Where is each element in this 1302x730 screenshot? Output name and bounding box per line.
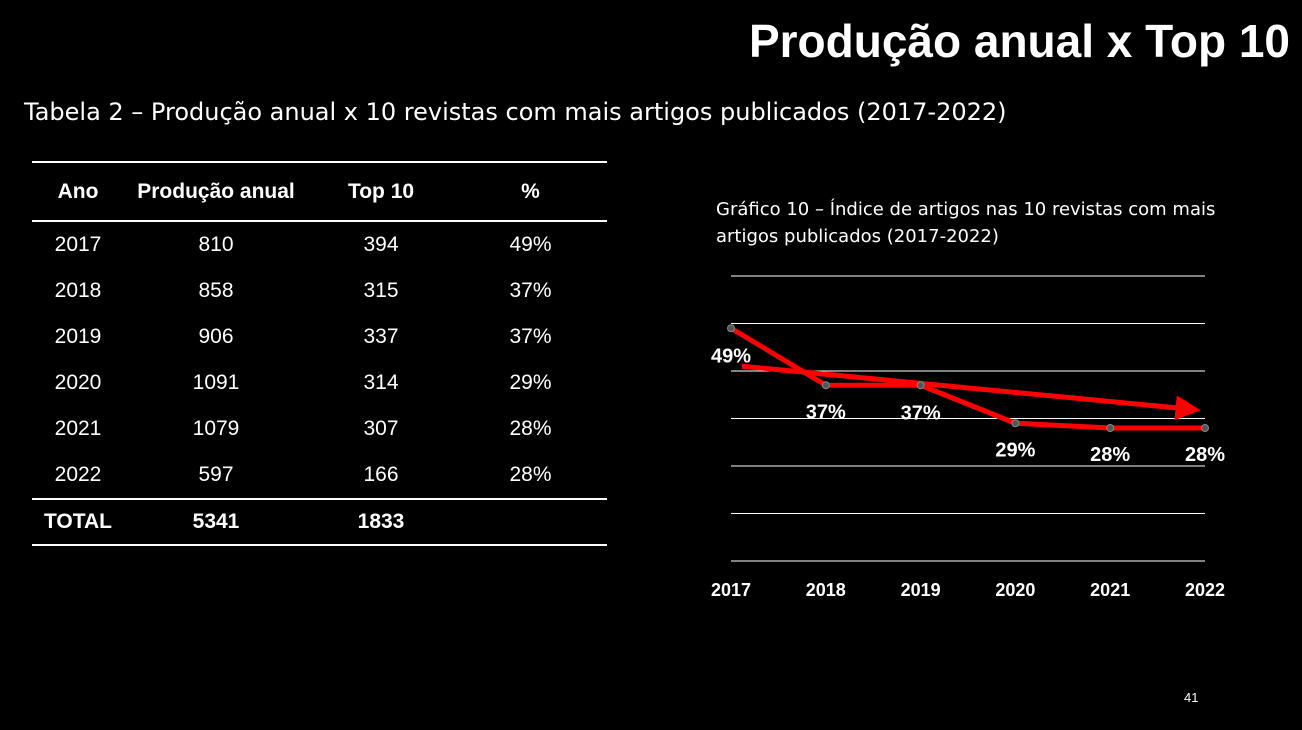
cell-percent: 28%	[509, 417, 552, 440]
cell-ano: 2021	[54, 417, 102, 440]
table-row: 2017 810 394 49%	[32, 221, 607, 268]
x-tick-label: 2019	[901, 580, 941, 600]
data-label: 37%	[901, 402, 941, 424]
table-caption: Tabela 2 – Produção anual x 10 revistas …	[24, 98, 1007, 126]
data-label: 28%	[1090, 444, 1130, 466]
data-point	[727, 324, 735, 333]
cell-top10: 166	[363, 463, 399, 486]
cell-ano: 2020	[54, 371, 102, 394]
table-row: 2018 858 315 37%	[32, 268, 607, 314]
table-row: 2021 1079 307 28%	[32, 406, 607, 452]
cell-percent: 28%	[509, 463, 552, 486]
cell-top10: 307	[363, 417, 399, 440]
table-row: 2022 597 166 28%	[32, 452, 607, 499]
trend-arrow	[741, 363, 1201, 421]
series-line	[729, 326, 1205, 431]
cell-ano: 2018	[54, 279, 102, 302]
header-ano: Ano	[57, 179, 99, 203]
cell-top10: 314	[363, 371, 399, 394]
table-header-row: Ano Produção anual Top 10 %	[32, 162, 607, 221]
data-label: 49%	[711, 345, 751, 367]
data-label: 28%	[1185, 444, 1225, 466]
table-total-row: TOTAL 5341 1833	[32, 499, 607, 545]
production-table: Ano Produção anual Top 10 % 2017 810 394…	[32, 161, 607, 546]
cell-producao: 906	[198, 325, 234, 348]
header-percent: %	[521, 179, 540, 203]
table-row: 2020 1091 314 29%	[32, 360, 607, 406]
data-point	[916, 381, 925, 390]
x-tick-label: 2018	[806, 580, 846, 600]
cell-ano: 2022	[54, 463, 102, 486]
x-tick-label: 2021	[1090, 580, 1130, 600]
data-label: 37%	[806, 401, 846, 423]
data-point	[821, 381, 830, 390]
cell-producao: 1079	[192, 417, 240, 440]
data-point	[1011, 419, 1020, 428]
x-tick-label: 2017	[711, 580, 751, 600]
chart-caption: Gráfico 10 – Índice de artigos nas 10 re…	[716, 199, 1216, 247]
total-producao: 5341	[192, 510, 240, 533]
cell-percent: 29%	[509, 371, 552, 394]
total-top10: 1833	[357, 510, 405, 533]
cell-top10: 337	[363, 325, 399, 348]
slide-title: Produção anual x Top 10	[748, 15, 1290, 67]
cell-producao: 810	[198, 233, 234, 256]
data-point	[1106, 424, 1115, 432]
header-top-10: Top 10	[347, 179, 415, 203]
header-producao-anual: Produção anual	[137, 179, 295, 203]
cell-producao: 597	[198, 463, 234, 486]
production-table-container: Ano Produção anual Top 10 % 2017 810 394…	[32, 161, 607, 546]
cell-producao: 1091	[192, 371, 240, 394]
table-row: 2019 906 337 37%	[32, 314, 607, 360]
total-label: TOTAL	[43, 510, 113, 533]
cell-percent: 49%	[509, 233, 552, 256]
cell-ano: 2017	[54, 233, 102, 256]
x-tick-label: 2022	[1185, 580, 1225, 600]
x-tick-label: 2020	[995, 580, 1035, 600]
cell-producao: 858	[198, 279, 234, 302]
page-number: 41	[1184, 690, 1199, 705]
cell-percent: 37%	[509, 279, 552, 302]
data-point	[1201, 424, 1209, 432]
data-label: 29%	[995, 439, 1035, 461]
cell-ano: 2019	[54, 325, 102, 348]
cell-top10: 394	[363, 233, 399, 256]
cell-top10: 315	[363, 279, 399, 302]
cell-percent: 37%	[509, 325, 552, 348]
